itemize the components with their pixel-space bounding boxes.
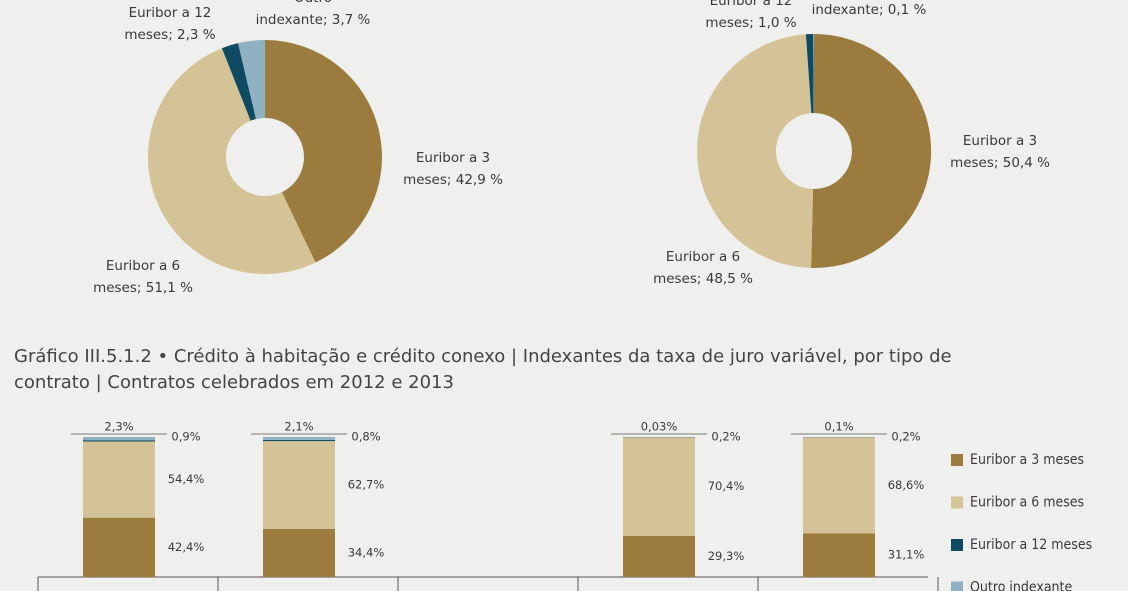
bar-value-label: 31,1% bbox=[888, 548, 925, 562]
bar-value-label: 0,03% bbox=[641, 420, 678, 434]
bar-value-label: 0,8% bbox=[351, 430, 380, 444]
bar-value-label: 0,2% bbox=[711, 430, 740, 444]
slice-label: Euribor a 3 meses; 42,9 % bbox=[403, 150, 503, 188]
legend-label: Euribor a 6 meses bbox=[970, 495, 1084, 511]
bar-segment bbox=[263, 439, 335, 442]
bar-segment bbox=[83, 441, 155, 518]
slice-label: Euribor a 12 meses; 2,3 % bbox=[124, 5, 215, 43]
legend-label: Outro indexante bbox=[970, 580, 1072, 591]
slice-label: Euribor a 3 meses; 50,4 % bbox=[950, 133, 1050, 171]
bar-segment bbox=[263, 528, 335, 577]
bar-value-label: 42,4% bbox=[168, 540, 205, 554]
pie-slice bbox=[265, 40, 383, 263]
bar-value-label: 2,1% bbox=[284, 420, 313, 434]
slice-label: Euribor a 12 meses; 1,0 % bbox=[705, 0, 796, 31]
pie-slice bbox=[811, 33, 932, 268]
legend-swatch bbox=[951, 454, 963, 466]
bar-segment bbox=[83, 437, 155, 441]
bar-value-label: 34,4% bbox=[348, 545, 385, 559]
pie-slice bbox=[221, 43, 257, 121]
bar-value-label: 68,6% bbox=[888, 478, 925, 492]
bar-segment bbox=[83, 517, 155, 577]
bar-segment bbox=[623, 535, 695, 577]
bar-value-label: 0,1% bbox=[824, 420, 853, 434]
legend-swatch bbox=[951, 539, 963, 551]
bar-segment bbox=[623, 437, 695, 536]
chart-title: Gráfico III.5.1.2 • Crédito à habitação … bbox=[14, 346, 952, 393]
pie-slice bbox=[697, 34, 814, 268]
bar-value-label: 54,4% bbox=[168, 472, 205, 486]
legend-label: Euribor a 12 meses bbox=[970, 537, 1092, 553]
legend-swatch bbox=[951, 496, 963, 509]
legend-label: Euribor a 3 meses bbox=[970, 452, 1084, 468]
pie-slice bbox=[238, 40, 265, 120]
pie-slice bbox=[813, 33, 814, 113]
bar-segment bbox=[263, 437, 335, 440]
bar-value-label: 0,9% bbox=[171, 430, 200, 444]
slice-label: Euribor a 6 meses; 48,5 % bbox=[653, 249, 753, 287]
bar-segment bbox=[803, 533, 875, 577]
bar-value-label: 29,3% bbox=[708, 549, 745, 563]
bar-value-label: 62,7% bbox=[348, 477, 385, 491]
bar-segment bbox=[83, 440, 155, 442]
bar-segment bbox=[803, 437, 875, 534]
pie-slice bbox=[147, 48, 316, 275]
bar-segment bbox=[263, 441, 335, 529]
bar-value-label: 70,4% bbox=[708, 479, 745, 493]
bar-value-label: 0,2% bbox=[891, 430, 920, 444]
slice-label: Euribor a 6 meses; 51,1 % bbox=[93, 258, 193, 296]
legend-swatch bbox=[951, 581, 963, 591]
pie-slice bbox=[805, 34, 814, 114]
bar-value-label: 2,3% bbox=[104, 420, 133, 434]
